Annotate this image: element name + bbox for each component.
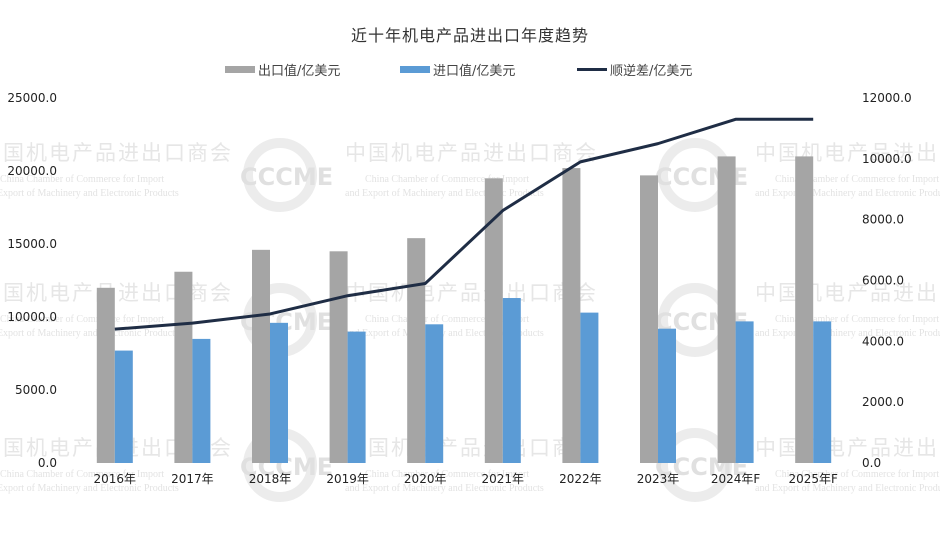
right-axis-tick: 6000.0: [862, 274, 904, 288]
watermark-text: 中国机电产品进出口商会: [755, 281, 940, 305]
watermark-text: and Export of Machinery and Electronic P…: [755, 483, 940, 494]
x-axis-label: 2016年: [94, 472, 137, 486]
import-bar: [813, 321, 832, 463]
export-bar: [484, 178, 503, 464]
import-bar: [502, 298, 521, 463]
watermark-text: and Export of Machinery and Electronic P…: [0, 483, 179, 494]
watermark-text: and Export of Machinery and Electronic P…: [345, 483, 544, 494]
export-bar: [562, 168, 581, 463]
export-bar: [174, 271, 193, 463]
watermark-logo-icon: CCCME: [240, 163, 333, 191]
import-bar: [270, 322, 288, 463]
right-axis-tick: 4000.0: [862, 334, 904, 348]
watermark-text: China Chamber of Commerce for Import: [0, 174, 164, 185]
legend-label-import: 进口值/亿美元: [433, 64, 516, 79]
legend: 出口值/亿美元 进口值/亿美元 顺逆差/亿美元: [0, 60, 940, 80]
export-bar: [252, 249, 270, 463]
watermark-text: and Export of Machinery and Electronic P…: [0, 328, 179, 339]
x-axis-label: 2021年: [482, 472, 525, 486]
watermark-text: 中国机电产品进出口商会: [345, 436, 598, 460]
watermark-text: China Chamber of Commerce for Import: [0, 314, 164, 325]
watermark-text: 中国机电产品进出口商会: [755, 436, 940, 460]
import-bar: [735, 321, 754, 463]
x-axis-label: 2018年: [249, 472, 292, 486]
watermark-text: China Chamber of Commerce for Import: [775, 314, 939, 325]
watermark-text: 中国机电产品进出口商会: [0, 281, 233, 305]
left-axis-tick: 0.0: [38, 456, 57, 470]
right-axis-tick: 0.0: [862, 456, 881, 470]
watermark-text: 中国机电产品进出口商会: [345, 281, 598, 305]
right-axis-tick: 10000.0: [862, 152, 912, 166]
watermark-text: 中国机电产品进出口商会: [755, 141, 940, 165]
left-axis-tick: 5000.0: [15, 383, 57, 397]
watermark-text: China Chamber of Commerce for Import: [365, 174, 529, 185]
import-swatch-icon: [400, 66, 430, 73]
x-axis-label: 2025年F: [788, 472, 838, 486]
watermark-text: and Export of Machinery and Electronic P…: [755, 188, 940, 199]
left-axis-tick: 20000.0: [7, 164, 57, 178]
x-axis-label: 2017年: [171, 472, 214, 486]
export-bar: [96, 287, 115, 463]
watermark-text: China Chamber of Commerce for Import: [775, 469, 939, 480]
watermark-text: China Chamber of Commerce for Import: [365, 314, 529, 325]
watermark-text: China Chamber of Commerce for Import: [0, 469, 164, 480]
watermark-logo-icon: [658, 428, 732, 502]
left-axis-tick: 10000.0: [7, 310, 57, 324]
import-bar: [425, 324, 444, 463]
import-bar: [658, 328, 676, 463]
x-axis-label: 2019年: [326, 472, 369, 486]
legend-item-import: 进口值/亿美元: [400, 60, 515, 79]
export-bar: [407, 238, 426, 463]
import-bar: [580, 312, 599, 463]
watermark-text: and Export of Machinery and Electronic P…: [755, 328, 940, 339]
left-axis-tick: 15000.0: [7, 237, 57, 251]
watermark-text: and Export of Machinery and Electronic P…: [345, 188, 544, 199]
legend-item-balance: 顺逆差/亿美元: [577, 60, 692, 79]
watermark-text: 中国机电产品进出口商会: [0, 141, 233, 165]
x-axis-label: 2023年: [637, 472, 680, 486]
import-bar: [114, 350, 133, 463]
legend-label-balance: 顺逆差/亿美元: [610, 64, 693, 79]
watermark-logo-icon: [243, 138, 317, 212]
watermark-text: China Chamber of Commerce for Import: [775, 174, 939, 185]
watermark-text: and Export of Machinery and Electronic P…: [0, 188, 179, 199]
export-bar: [329, 251, 348, 463]
export-swatch-icon: [225, 66, 255, 73]
legend-item-export: 出口值/亿美元: [225, 60, 340, 79]
export-bar: [717, 156, 736, 463]
chart-title: 近十年机电产品进出口年度趋势: [350, 26, 589, 45]
left-axis-tick: 25000.0: [7, 91, 57, 105]
balance-line: [114, 117, 814, 331]
balance-line-icon: [577, 68, 607, 71]
watermark-text: China Chamber of Commerce for Import: [365, 469, 529, 480]
x-axis-label: 2022年: [559, 472, 602, 486]
right-axis-tick: 12000.0: [862, 91, 912, 105]
watermark-text: 中国机电产品进出口商会: [345, 141, 598, 165]
right-axis-tick: 2000.0: [862, 395, 904, 409]
import-bar: [192, 338, 211, 463]
export-bar: [640, 175, 658, 463]
x-axis-label: 2020年: [404, 472, 447, 486]
legend-label-export: 出口值/亿美元: [258, 64, 341, 79]
x-axis-label: 2024年F: [711, 472, 761, 486]
export-bar: [795, 156, 814, 463]
import-bar: [347, 331, 366, 463]
watermark-text: and Export of Machinery and Electronic P…: [345, 328, 544, 339]
right-axis-tick: 8000.0: [862, 213, 904, 227]
